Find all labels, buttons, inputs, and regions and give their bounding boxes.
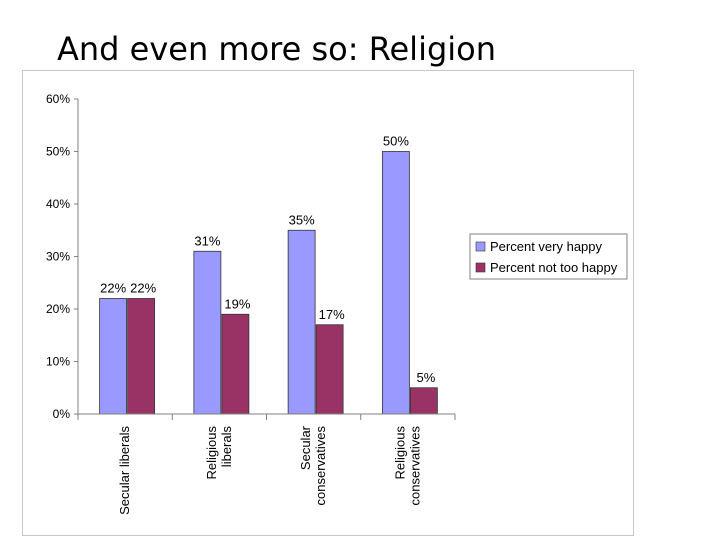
bar-not-too-happy bbox=[127, 298, 156, 415]
bar-chart: 0% 10% 20% 30% 40% 50% 60% 22% 22% 31% 19% 35% 17% 5… bbox=[46, 92, 628, 515]
data-label: 22% bbox=[100, 281, 126, 296]
y-tick-label: 20% bbox=[46, 302, 70, 316]
legend: Percent very happy Percent not too happy bbox=[469, 233, 628, 280]
bar-not-too-happy bbox=[315, 324, 344, 415]
category-label: Secular liberals bbox=[117, 426, 132, 515]
bar-very-happy bbox=[193, 250, 222, 415]
y-tick-label: 10% bbox=[46, 355, 70, 369]
data-label: 5% bbox=[416, 370, 435, 385]
slide-title: And even more so: Religion bbox=[57, 30, 497, 68]
data-labels: 22% 22% 31% 19% 35% 17% 50% 5% bbox=[100, 134, 436, 385]
y-tick-label: 40% bbox=[46, 197, 70, 211]
category-label-line: conservatives bbox=[407, 426, 422, 506]
category-label: Religiousconservatives bbox=[392, 426, 422, 506]
data-label: 35% bbox=[289, 212, 315, 227]
data-label: 19% bbox=[224, 296, 250, 311]
bar-not-too-happy bbox=[409, 387, 438, 415]
legend-label: Percent not too happy bbox=[490, 260, 618, 275]
category-label-line: conservatives bbox=[313, 426, 328, 506]
legend-swatch bbox=[475, 262, 486, 273]
data-label: 31% bbox=[194, 233, 220, 248]
category-label-line: Secular bbox=[298, 425, 313, 470]
y-axis: 0% 10% 20% 30% 40% 50% 60% bbox=[46, 92, 79, 421]
category-label-line: Secular liberals bbox=[117, 426, 132, 515]
category-label: Secularconservatives bbox=[298, 425, 328, 505]
bar-not-too-happy bbox=[221, 313, 250, 415]
bar-very-happy bbox=[99, 298, 128, 415]
category-label-line: Religious bbox=[392, 426, 407, 480]
x-axis: Secular liberals Religiousliberals Secular… bbox=[77, 413, 456, 515]
y-tick-label: 0% bbox=[53, 407, 71, 421]
category-label: Religiousliberals bbox=[204, 426, 234, 480]
data-label: 22% bbox=[130, 281, 156, 296]
y-tick-label: 60% bbox=[46, 92, 70, 106]
legend-box bbox=[469, 233, 628, 280]
y-tick-label: 30% bbox=[46, 250, 70, 264]
data-label: 17% bbox=[319, 307, 345, 322]
bar-very-happy bbox=[287, 229, 316, 415]
category-label-line: liberals bbox=[219, 426, 234, 468]
y-tick-label: 50% bbox=[46, 145, 70, 159]
bars bbox=[99, 151, 438, 415]
category-label-line: Religious bbox=[204, 426, 219, 480]
chart-frame: 0% 10% 20% 30% 40% 50% 60% 22% 22% 31% 19% 35% 17% 5… bbox=[22, 70, 634, 536]
legend-swatch bbox=[475, 241, 486, 252]
data-label: 50% bbox=[383, 134, 409, 149]
bar-very-happy bbox=[381, 151, 410, 415]
legend-label: Percent very happy bbox=[490, 239, 603, 254]
